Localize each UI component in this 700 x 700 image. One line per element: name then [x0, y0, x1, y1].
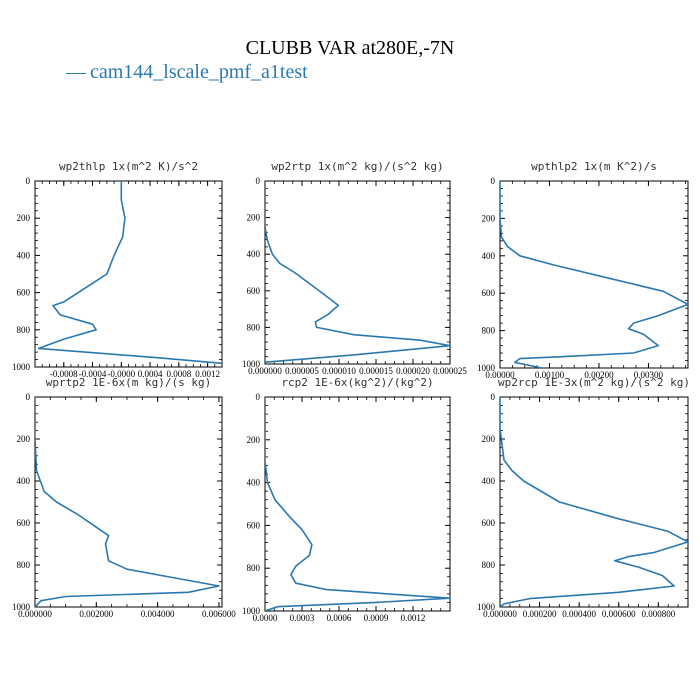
y-tick-label: 800 — [482, 326, 496, 336]
y-tick-label: 400 — [482, 476, 496, 486]
y-tick-label: 0 — [26, 176, 31, 186]
x-tick-label: -0.0000 — [107, 369, 135, 379]
y-tick-label: 200 — [17, 434, 31, 444]
y-tick-label: 0 — [26, 392, 31, 402]
y-tick-label: 800 — [247, 322, 261, 332]
subplot-1: wp2thlp 1x(m^2 K)/s^2 0 200 400 600 800 1000 -0… — [12, 160, 223, 379]
x-tick-label: 0.0008 — [166, 369, 191, 379]
x-tick-label: 0.00300 — [634, 370, 664, 380]
y-tick-label: 0 — [491, 176, 496, 186]
x-tick-label: 0.000800 — [641, 609, 675, 619]
y-tick-label: 1000 — [242, 606, 261, 616]
x-tick-label: 0.0000 — [253, 613, 278, 623]
series-line — [35, 397, 220, 607]
x-tick-label: 0.000600 — [602, 609, 636, 619]
x-tick-label: 0.000015 — [359, 366, 393, 376]
x-tick-label: 0.000200 — [523, 609, 557, 619]
legend-symbol: — — [65, 61, 87, 83]
plot-frame — [499, 396, 689, 608]
subplot-grid: wp2thlp 1x(m^2 K)/s^2 0 200 400 600 800 1000 -0… — [12, 160, 690, 623]
y-tick-label: 800 — [482, 560, 496, 570]
y-tick-label: 0 — [256, 392, 261, 402]
series-line — [500, 397, 688, 607]
x-tick-label: 0.006000 — [202, 609, 236, 619]
y-tick-label: 200 — [247, 213, 261, 223]
y-tick-label: 800 — [17, 325, 31, 335]
x-tick-label: 0.004000 — [141, 609, 175, 619]
x-tick-label: 0.000000 — [18, 609, 52, 619]
legend: — cam144_lscale_pmf_a1test — [65, 61, 308, 83]
y-tick-label: 400 — [17, 250, 31, 260]
subplot-3: wpthlp2 1x(m K^2)/s020040060080010000.00… — [477, 160, 689, 380]
y-tick-label: 800 — [17, 560, 31, 570]
y-tick-label: 600 — [482, 518, 496, 528]
subplot-title: wp2rcp 1E-3x(m^2 kg)/(s^2 kg) — [498, 376, 690, 389]
subplot-6: wp2rcp 1E-3x(m^2 kg)/(s^2 kg)0 200 400 600 8… — [477, 376, 690, 619]
y-tick-label: 600 — [247, 286, 261, 296]
x-tick-label: 0.0009 — [364, 613, 389, 623]
subplot-5: rcp2 1E-6x(kg^2)/(kg^2) 0 200 400 600 800 1000… — [242, 376, 451, 623]
y-tick-label: 400 — [247, 249, 261, 259]
x-tick-label: -0.0008 — [50, 369, 78, 379]
x-tick-label: 0.0012 — [401, 613, 426, 623]
plot-frame — [264, 180, 451, 365]
x-tick-label: 0.000000 — [483, 609, 517, 619]
subplot-title: wp2thlp 1x(m^2 K)/s^2 — [59, 160, 198, 173]
y-tick-label: 600 — [17, 518, 31, 528]
subplot-2: wp2rtp 1x(m^2 kg)/(s^2 kg) 0 200 400 600 800 1… — [242, 160, 467, 376]
subplot-title: wp2rtp 1x(m^2 kg)/(s^2 kg) — [271, 160, 443, 173]
y-tick-label: 200 — [17, 213, 31, 223]
y-tick-label: 600 — [247, 520, 261, 530]
series-line — [265, 181, 450, 363]
x-tick-label: 0.0004 — [138, 369, 163, 379]
x-tick-label: 0.002000 — [79, 609, 113, 619]
x-tick-label: 0.000005 — [285, 366, 319, 376]
x-tick-label: 0.00100 — [535, 370, 565, 380]
x-tick-label: 0.000025 — [433, 366, 467, 376]
y-tick-label: 200 — [247, 435, 261, 445]
subplot-4: wprtp2 1E-6x(m kg)/(s kg) 0 200 400 600 800 10… — [12, 376, 236, 619]
x-tick-label: -0.0004 — [79, 369, 107, 379]
series-line — [500, 181, 688, 368]
y-tick-label: 200 — [482, 434, 496, 444]
y-tick-label: 600 — [17, 288, 31, 298]
x-tick-label: 0.00000 — [485, 370, 515, 380]
x-tick-label: 0.0003 — [290, 613, 315, 623]
y-tick-label: 200 — [482, 213, 496, 223]
y-tick-label: 1000 — [12, 362, 31, 372]
y-tick-label: 400 — [482, 251, 496, 261]
series-line — [265, 397, 450, 611]
y-tick-label: 400 — [17, 476, 31, 486]
x-tick-label: 0.000000 — [248, 366, 282, 376]
series-line — [37, 181, 222, 365]
y-tick-label: 0 — [491, 392, 496, 402]
subplot-title: wprtp2 1E-6x(m kg)/(s kg) — [46, 376, 212, 389]
y-tick-label: 1000 — [477, 363, 496, 373]
subplot-title: rcp2 1E-6x(kg^2)/(kg^2) — [281, 376, 433, 389]
plot-frame — [499, 180, 689, 369]
y-tick-label: 400 — [247, 478, 261, 488]
y-tick-label: 600 — [482, 288, 496, 298]
x-tick-label: 0.000010 — [322, 366, 356, 376]
legend-label: cam144_lscale_pmf_a1test — [90, 61, 308, 83]
x-tick-label: 0.000020 — [396, 366, 430, 376]
x-tick-label: 0.0012 — [195, 369, 220, 379]
x-tick-label: 0.000400 — [562, 609, 596, 619]
y-tick-label: 1000 — [12, 602, 31, 612]
plot-frame — [34, 396, 223, 608]
y-tick-label: 800 — [247, 563, 261, 573]
y-tick-label: 0 — [256, 176, 261, 186]
figure-title: CLUBB VAR at280E,-7N — [246, 37, 455, 59]
x-tick-label: 0.00200 — [584, 370, 614, 380]
y-tick-label: 1000 — [242, 359, 261, 369]
subplot-title: wpthlp2 1x(m K^2)/s — [531, 160, 657, 173]
x-tick-label: 0.0006 — [327, 613, 352, 623]
y-tick-label: 1000 — [477, 602, 496, 612]
